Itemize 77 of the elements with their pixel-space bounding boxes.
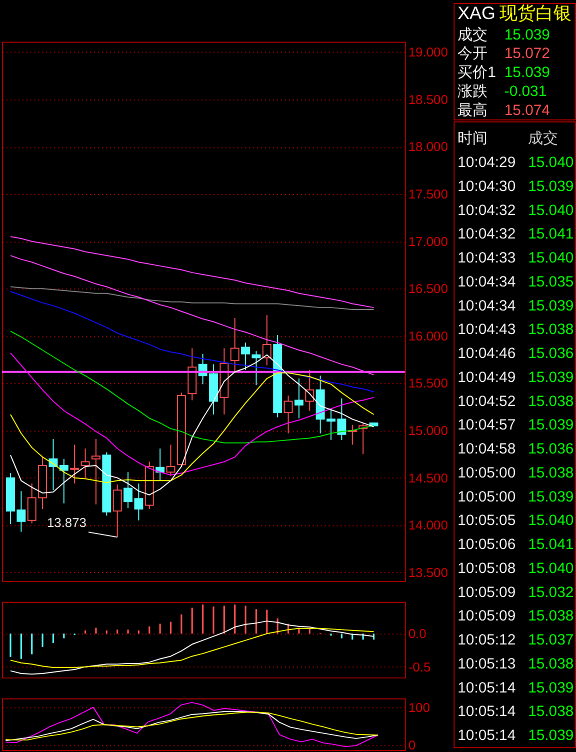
text: 10:05:14 15.039: [458, 727, 574, 744]
text: 10:05:09 15.032: [458, 584, 574, 601]
text: 10:04:46 15.036: [458, 345, 574, 362]
text: 15.039: [504, 26, 550, 44]
text: XAG: [458, 2, 496, 23]
text: 10:04:32 15.041: [458, 226, 574, 243]
text: 10:04:57 15.039: [458, 416, 574, 434]
y-tick-label: -0.5: [408, 659, 431, 674]
y-tick-label: 16.500: [408, 281, 448, 296]
text: 15.072: [504, 45, 550, 62]
y-tick-label: 0.0: [408, 626, 426, 642]
text: 10:04:34 15.035: [458, 273, 574, 290]
line-series: [10, 620, 374, 675]
text: 10:04:49 15.039: [458, 368, 574, 386]
text: 10:04:52 15.038: [458, 392, 574, 410]
y-tick-label: 17.000: [408, 234, 448, 249]
y-tick-label: 14.000: [408, 518, 448, 533]
line-series: [10, 330, 374, 444]
text: 10:05:08 15.040: [458, 560, 574, 577]
text: 10:05:00 15.038: [458, 464, 574, 482]
line-series: [10, 352, 374, 476]
text: 10:04:34 15.039: [458, 297, 574, 314]
line-series: [10, 372, 374, 484]
y-tick-label: 13.500: [408, 564, 448, 580]
y-tick-label: 14.500: [408, 470, 448, 486]
y-tick-label: 15.000: [408, 423, 448, 438]
y-tick-label: 100: [408, 700, 430, 715]
text: 10:05:14 15.039: [458, 679, 574, 696]
text: 10:05:14 15.038: [458, 703, 574, 720]
text: 10:04:58 15.036: [458, 440, 574, 458]
text: 今开: [458, 45, 488, 62]
text: 10:04:29 15.040: [458, 154, 574, 172]
candlestick: [262, 314, 272, 366]
text: 10:05:00 15.039: [458, 488, 574, 506]
candlestick: [294, 378, 304, 419]
text: 涨跌: [458, 82, 488, 100]
candlestick: [241, 342, 250, 370]
line-series: [10, 628, 374, 668]
text: 10:04:43 15.038: [458, 321, 574, 338]
y-tick-label: 19.000: [408, 44, 448, 60]
text: 成交: [528, 130, 558, 148]
candlestick: [80, 448, 90, 478]
text: 10:05:13 15.038: [458, 655, 574, 672]
candlestick: [166, 444, 176, 476]
text: 买价1: [458, 64, 496, 82]
text: -0.031: [504, 82, 547, 100]
text: 10:05:05 15.040: [458, 512, 574, 530]
text: 10:05:09 15.038: [458, 608, 574, 625]
y-tick-label: 17.500: [408, 186, 448, 202]
line-series: [10, 286, 374, 310]
candlestick: [59, 458, 68, 504]
candlestick: [70, 444, 80, 484]
candlestick: [91, 438, 100, 505]
text: 10:04:30 15.039: [458, 178, 574, 195]
y-tick-label: 0: [408, 737, 416, 752]
text: 15.074: [504, 102, 550, 119]
candlestick: [112, 484, 122, 538]
y-tick-label: 15.500: [408, 376, 448, 391]
annotation: 13.873: [46, 515, 86, 530]
y-tick-label: 18.000: [408, 139, 448, 154]
text: 10:05:06 15.041: [458, 536, 574, 554]
text: 最高: [458, 102, 488, 119]
candlestick: [252, 350, 261, 386]
text: 10:05:12 15.037: [458, 632, 574, 649]
line-series: [5, 702, 379, 748]
text: 15.039: [504, 64, 550, 82]
text: 成交: [458, 26, 488, 44]
candlestick: [230, 317, 240, 372]
text: 10:04:32 15.040: [458, 202, 574, 219]
y-tick-label: 16.000: [408, 328, 448, 344]
y-tick-label: 18.500: [408, 92, 448, 107]
text: 10:04:33 15.040: [458, 250, 574, 267]
candlestick: [284, 395, 293, 434]
text: 时间: [458, 130, 488, 148]
line-series: [10, 290, 374, 392]
text: 现货白银: [499, 2, 572, 23]
line-series: [10, 236, 374, 308]
